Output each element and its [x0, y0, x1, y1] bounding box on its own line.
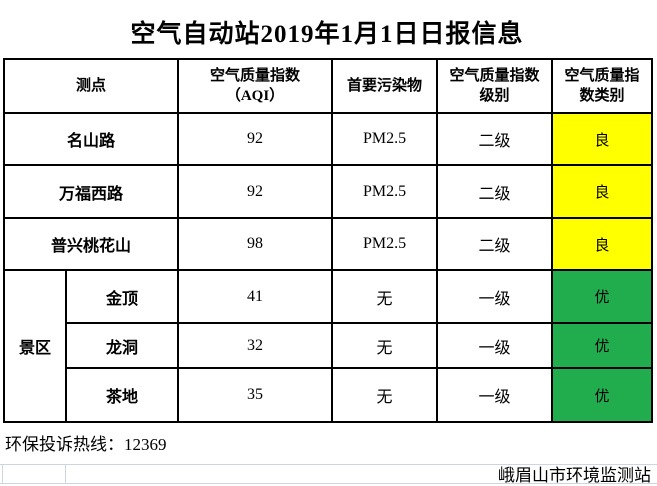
table-row: 普兴桃花山 98 PM2.5 二级 良: [2, 217, 654, 271]
cell-station-name: 金顶: [64, 269, 180, 324]
table-row: 万福西路 92 PM2.5 二级 良: [2, 164, 654, 219]
cell-level: 二级: [436, 112, 554, 166]
table-row: 茶地 35 无 一级 优: [4, 367, 654, 423]
cell-aqi: 92: [177, 164, 334, 219]
monitoring-station-signature: 峨眉山市环境监测站: [498, 466, 651, 485]
cell-pollutant: PM2.5: [331, 164, 439, 219]
cell-level: 一级: [436, 322, 554, 369]
page-title: 空气自动站2019年1月1日日报信息: [130, 21, 524, 48]
cell-station-name: 名山路: [2, 112, 180, 166]
header-aqi: 空气质量指数 （AQI）: [177, 58, 334, 114]
air-quality-table: 测点 空气质量指数 （AQI） 首要污染物 空气质量指数 级别 空气质量指 数类…: [2, 58, 654, 423]
cell-pollutant: 无: [331, 367, 439, 423]
cell-pollutant: PM2.5: [331, 112, 439, 166]
cell-category: 良: [551, 112, 654, 166]
cell-aqi: 32: [177, 322, 334, 369]
cell-station-name: 万福西路: [2, 164, 180, 219]
cell-level: 二级: [436, 217, 554, 271]
excel-gridline: [65, 464, 66, 484]
header-level: 空气质量指数 级别: [436, 58, 554, 114]
complaint-hotline-text: 环保投诉热线：12369: [5, 435, 167, 454]
cell-aqi: 41: [177, 269, 334, 324]
cell-category: 优: [551, 269, 654, 324]
table-row: 名山路 92 PM2.5 二级 良: [2, 112, 654, 166]
header-station: 测点: [2, 58, 180, 114]
cell-station-name: 茶地: [64, 367, 180, 423]
cell-level: 二级: [436, 164, 554, 219]
table-row: 景区 金顶 41 无 一级 优: [3, 269, 654, 423]
header-row: 测点 空气质量指数 （AQI） 首要污染物 空气质量指数 级别 空气质量指 数类…: [2, 58, 654, 114]
header-category: 空气质量指 数类别: [551, 58, 654, 114]
cell-category: 良: [551, 217, 654, 271]
cell-group-label: 景区: [3, 269, 67, 423]
cell-aqi: 92: [177, 112, 334, 166]
cell-aqi: 35: [177, 367, 334, 423]
cell-pollutant: 无: [331, 269, 439, 324]
cell-aqi: 98: [177, 217, 334, 271]
cell-pollutant: 无: [331, 322, 439, 369]
cell-level: 一级: [436, 269, 554, 324]
cell-level: 一级: [436, 367, 554, 423]
cell-category: 优: [551, 322, 654, 369]
excel-gridline: [0, 464, 657, 465]
table-row: 龙洞 32 无 一级 优: [4, 322, 654, 369]
cell-pollutant: PM2.5: [331, 217, 439, 271]
cell-station-name: 普兴桃花山: [2, 217, 180, 271]
cell-category: 优: [551, 367, 654, 423]
cell-station-name: 龙洞: [64, 322, 180, 369]
excel-gridline: [0, 483, 657, 484]
cell-category: 良: [551, 164, 654, 219]
excel-gridline: [2, 464, 3, 484]
header-pollutant: 首要污染物: [331, 58, 439, 114]
